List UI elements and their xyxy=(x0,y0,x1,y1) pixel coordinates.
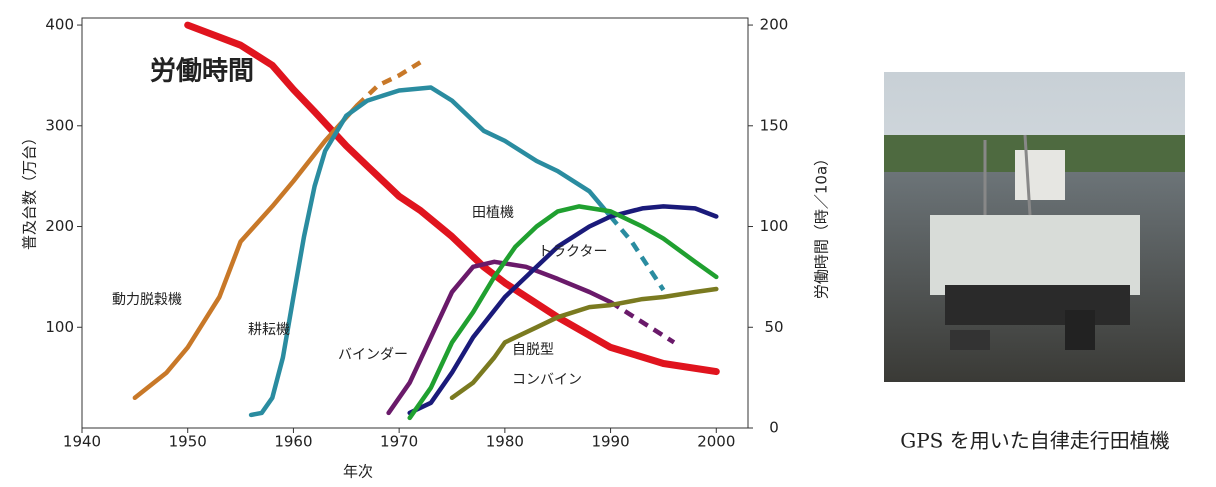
y2-tick-label: 100 xyxy=(760,217,789,235)
series-line xyxy=(452,289,716,398)
x-tick-label: 2000 xyxy=(697,433,735,451)
y-tick-label: 100 xyxy=(45,318,74,336)
y2-tick-label: 150 xyxy=(760,116,789,134)
projection-line xyxy=(611,302,674,342)
projection-line xyxy=(611,217,664,291)
y-tick-label: 200 xyxy=(45,217,74,235)
x-tick-label: 1980 xyxy=(486,433,524,451)
y2-tick-label: 50 xyxy=(764,318,783,336)
x-tick-label: 1990 xyxy=(591,433,629,451)
series-line xyxy=(389,262,611,413)
y-tick-label: 300 xyxy=(45,116,74,134)
series-label: 田植機 xyxy=(472,205,514,221)
page: 年次 普及台数（万台） 労働時間（時／10a） GPS を用いた自律走行田植機 … xyxy=(0,0,1216,487)
x-tick-label: 1950 xyxy=(169,433,207,451)
series-label: コンバイン xyxy=(512,372,582,388)
x-tick-label: 1960 xyxy=(274,433,312,451)
series-label: 自脱型 xyxy=(512,342,554,358)
chart: 年次 普及台数（万台） 労働時間（時／10a） GPS を用いた自律走行田植機 … xyxy=(0,0,1216,483)
series-label: 労働時間 xyxy=(150,57,254,87)
y2-tick-label: 0 xyxy=(769,419,779,437)
y2-tick-label: 200 xyxy=(760,16,789,34)
photo-caption: GPS を用いた自律走行田植機 xyxy=(900,429,1170,453)
y2-axis-title: 労働時間（時／10a） xyxy=(813,151,831,299)
series-label: バインダー xyxy=(338,347,408,363)
x-axis-title: 年次 xyxy=(343,463,373,481)
y-tick-label: 400 xyxy=(45,16,74,34)
series-label: 動力脱穀機 xyxy=(112,292,182,308)
series-label: トラクター xyxy=(538,244,607,260)
x-tick-label: 1940 xyxy=(63,433,101,451)
photo xyxy=(884,72,1185,382)
series-line xyxy=(188,25,717,372)
series-label: 耕耘機 xyxy=(248,321,290,338)
y-axis-title: 普及台数（万台） xyxy=(21,130,39,250)
x-tick-label: 1970 xyxy=(380,433,418,451)
